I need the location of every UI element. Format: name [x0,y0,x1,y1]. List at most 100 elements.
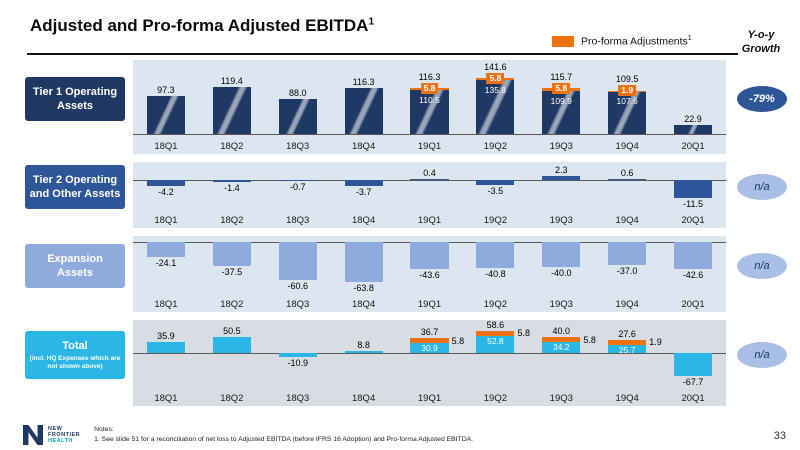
x-axis-label: 19Q1 [417,299,442,310]
row-label: Tier 2 Operating and Other Assets [25,164,125,210]
bar-value-label: 97.3 [157,84,175,95]
row-label: Tier 1 Operating Assets [25,76,125,122]
x-axis-label: 18Q2 [220,215,244,226]
x-axis-label: 19Q4 [615,141,639,152]
bar-value-label: -24.1 [155,258,177,269]
bar [608,178,647,180]
bar-value-label: -43.6 [419,270,440,281]
bar-value-label: 0.4 [423,168,436,179]
bar [344,179,383,186]
x-axis-labels: 18Q1 18Q2 18Q3 18Q4 19Q1 19Q2 19Q3 19Q4 20Q1 [133,296,726,312]
bar [212,86,251,134]
row-label-title: Total [62,339,88,352]
bar [673,124,713,134]
growth-badge-wrap: n/a [730,342,794,368]
total-value-label: 36.7 [420,327,439,338]
bar [673,179,713,198]
growth-badge-wrap: -79% [730,86,794,112]
bar-value-label: 88.0 [288,88,307,99]
x-axis-label: 18Q2 [220,299,244,310]
x-axis-label: 19Q4 [615,215,639,226]
page-title: Adjusted and Pro-forma Adjusted EBITDA1 [30,16,374,36]
yoy-line2: Growth [741,43,781,56]
proforma-value-chip: 5.8 [486,73,505,85]
bar-value-label: -3.7 [355,186,372,197]
bar [212,336,251,354]
bar [542,242,581,268]
bar [344,242,383,282]
total-value-label: 58.6 [486,319,505,330]
bar [476,335,515,354]
bar-value-label: 22.9 [684,113,702,124]
bar-value-label-inside: 30.9 [421,343,438,354]
chart-row-expansion-assets: Expansion Assets -24.1 -37.5 -60.6 -63.8 -43… [25,236,794,312]
proforma-value-chip: 5.8 [420,83,439,95]
growth-badge: -79% [737,86,787,112]
x-axis-label: 18Q1 [154,299,178,310]
legend-footnote-marker: 1 [687,35,692,42]
row-sublabel: (incl. HQ Expenses which are not shown a… [29,355,121,371]
proforma-value-label: 5.8 [517,328,530,339]
growth-badge: n/a [737,253,787,279]
bar-value-label: -40.0 [551,268,572,279]
plot-area: 35.9 50.5 -10.9 8.8 5.8 36.7 30.9 5.8 58.6 52.8 5.… [133,320,726,390]
plot-area: 97.3 119.4 88.0 116.3 5.8 116.3 110.5 5.8 141.6 1… [133,60,726,138]
proforma-value-label: 1.9 [649,337,662,348]
x-axis-label: 19Q1 [417,393,442,404]
bar-value-label: -0.7 [289,181,306,192]
bar-value-label: 8.8 [357,339,370,350]
footnotes: Notes: 1. See slide 51 for a reconciliat… [94,425,473,445]
growth-badge: n/a [737,342,787,368]
proforma-bar [542,337,581,343]
chart-panel: 97.3 119.4 88.0 116.3 5.8 116.3 110.5 5.8 141.6 1… [133,60,726,154]
x-axis-label: 19Q2 [483,141,508,152]
x-axis-label: 18Q3 [286,393,310,404]
proforma-value-label: 5.8 [583,334,596,345]
chart-row-total: Total (incl. HQ Expenses which are not s… [25,320,794,406]
yoy-line1: Y-o-y [747,29,775,41]
logo-line-new: NEW [48,426,63,432]
bar-value-label: 0.6 [620,167,634,178]
bar-value-label-inside: 52.8 [487,335,504,346]
plot-area: -4.2 -1.4 -0.7 -3.7 0.4 -3.5 2.3 0.6 -11.5 [133,162,726,212]
bar-value-label: -37.0 [616,266,638,277]
title-footnote-marker: 1 [368,16,375,28]
total-value-label: 115.7 [550,72,573,83]
x-axis-label: 20Q1 [681,393,705,404]
bar [212,242,251,266]
bar [673,242,713,269]
bar-value-label: 119.4 [220,75,243,86]
bar-value-label-inside: 135.8 [484,85,507,96]
bar [410,179,449,181]
bar [146,341,186,354]
bar [476,242,515,268]
x-axis-label: 19Q2 [483,393,508,404]
x-axis-labels: 18Q1 18Q2 18Q3 18Q4 19Q1 19Q2 19Q3 19Q4 20Q1 [133,390,726,406]
bar [476,179,515,186]
growth-badge-wrap: n/a [730,253,794,279]
proforma-legend: Pro-forma Adjustments1 [552,35,692,48]
x-axis-label: 18Q3 [286,215,310,226]
page-number: 33 [773,430,786,442]
proforma-bar [410,338,449,344]
x-axis-label: 18Q4 [351,141,376,152]
bar-value-label-inside: 110.5 [419,95,440,106]
bar [410,90,449,134]
chart-panel: -24.1 -37.5 -60.6 -63.8 -43.6 -40.8 -40.0 -37.0… [133,236,726,312]
total-value-label: 109.5 [615,74,639,85]
x-axis-label: 18Q3 [286,299,310,310]
chart-row-tier1-operating-assets: Tier 1 Operating Assets 97.3 119.4 88.0 116… [25,60,794,154]
bar [146,179,186,187]
bar [146,242,186,258]
x-axis-labels: 18Q1 18Q2 18Q3 18Q4 19Q1 19Q2 19Q3 19Q4 20Q1 [133,212,726,228]
bar [410,242,449,270]
bar [278,353,317,358]
slide-header: Adjusted and Pro-forma Adjusted EBITDA1 … [0,0,800,60]
bar-value-label: -11.5 [683,199,703,209]
proforma-value-chip: 1.9 [618,85,637,97]
proforma-bar [476,330,515,336]
bar-value-label: 35.9 [157,330,175,341]
x-axis-label: 18Q2 [220,141,244,152]
bar-value-label: -3.5 [487,186,504,197]
bar-value-label: -4.2 [158,187,174,198]
